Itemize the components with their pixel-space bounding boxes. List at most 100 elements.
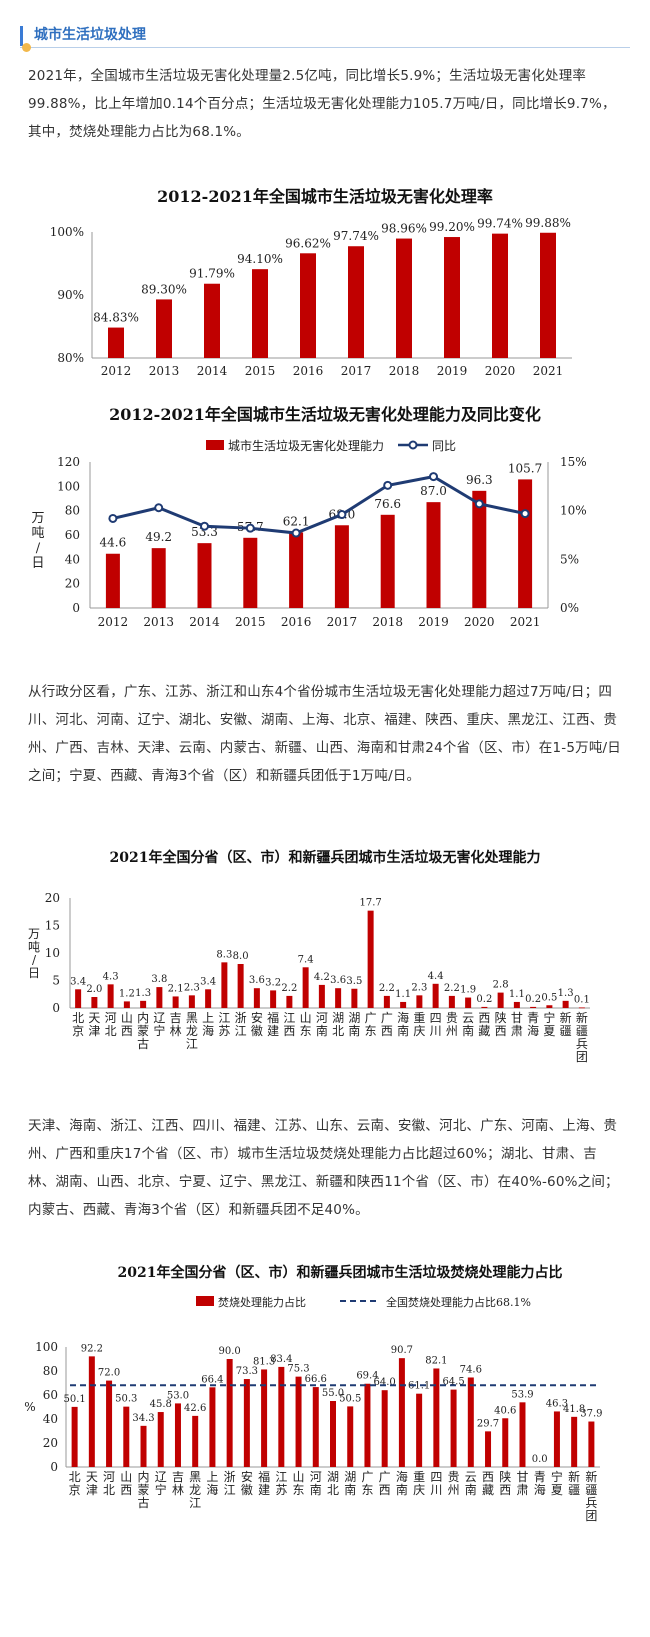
- bar: [448, 995, 455, 1008]
- y-tick-label: 40: [43, 1412, 58, 1426]
- bar: [105, 553, 120, 608]
- data-label: 53.0: [167, 1390, 189, 1401]
- chart-treatment-rate: 2012-2021年全国城市生活垃圾无害化处理率 80% 90% 100% 84.83%…: [50, 187, 572, 378]
- data-label: 99.88%: [525, 216, 571, 230]
- chart-title: 2021年全国分省（区、市）和新疆兵团城市生活垃圾无害化处理能力: [110, 849, 541, 866]
- x-tick-label: 江苏: [218, 1011, 230, 1038]
- bar: [518, 479, 533, 608]
- bar: [289, 532, 304, 608]
- data-label: 72.0: [98, 1368, 120, 1379]
- data-label: 99.20%: [429, 220, 475, 234]
- x-tick-label: 新疆兵团: [576, 1010, 588, 1064]
- x-tick-label: 福建: [267, 1010, 279, 1038]
- y-axis-label: 万吨/日: [31, 511, 44, 571]
- y-tick-label: 80%: [57, 351, 84, 365]
- x-tick-label: 陕西: [495, 1010, 507, 1038]
- y2-tick-label: 10%: [560, 504, 587, 518]
- x-tick-label: 福建: [258, 1469, 270, 1497]
- legend-bar-swatch: [196, 1296, 214, 1306]
- bar: [123, 1001, 130, 1008]
- y-tick-label: 0: [50, 1460, 58, 1474]
- data-label: 69.4: [356, 1371, 378, 1382]
- bar: [261, 1369, 268, 1467]
- data-label: 97.74%: [333, 229, 379, 243]
- data-label: 46.3: [546, 1398, 568, 1409]
- bar: [300, 253, 316, 358]
- x-tick-label: 北京: [72, 1011, 84, 1038]
- x-tick-label: 广东: [365, 1011, 377, 1038]
- line-point: [429, 472, 438, 482]
- bar: [364, 1383, 371, 1467]
- bar: [530, 1006, 537, 1008]
- data-label: 53.3: [191, 525, 218, 539]
- x-tick-label: 2014: [189, 615, 220, 629]
- data-label: 41.8: [563, 1404, 585, 1415]
- line-point: [154, 503, 164, 513]
- data-label: 64.0: [374, 1377, 396, 1388]
- x-tick-label: 山东: [293, 1470, 305, 1497]
- x-tick-label: 贵州: [446, 1011, 458, 1038]
- bar: [270, 990, 277, 1008]
- bar: [444, 237, 460, 358]
- x-tick-label: 山西: [121, 1011, 133, 1038]
- bar: [513, 1001, 520, 1008]
- bar: [380, 514, 395, 608]
- x-tick-label: 西藏: [478, 1011, 490, 1038]
- y-tick-label: 120: [57, 455, 80, 469]
- x-tick-label: 辽宁: [153, 1011, 165, 1038]
- bar: [578, 1007, 585, 1009]
- data-label: 1.1: [395, 989, 411, 1000]
- bar: [450, 1389, 457, 1467]
- x-tick-label: 重庆: [413, 1011, 425, 1038]
- x-tick-label: 广东: [361, 1470, 373, 1497]
- bar: [347, 1406, 354, 1467]
- bar: [502, 1418, 509, 1467]
- x-tick-label: 西藏: [482, 1470, 494, 1497]
- x-tick-label: 湖南: [348, 1010, 360, 1038]
- x-tick-label: 贵州: [448, 1470, 460, 1497]
- x-tick-label: 2015: [245, 364, 276, 378]
- y-tick-label: 60: [65, 528, 80, 542]
- x-tick-label: 2019: [437, 364, 468, 378]
- x-tick-label: 内蒙古: [137, 1011, 149, 1051]
- data-label: 3.6: [330, 975, 346, 986]
- y-tick-label: 80: [65, 504, 80, 518]
- x-tick-label: 2018: [389, 364, 420, 378]
- data-label: 1.3: [135, 988, 151, 999]
- bar: [396, 238, 412, 358]
- section-header: 城市生活垃圾处理: [20, 18, 630, 52]
- data-label: 40.6: [494, 1405, 516, 1416]
- bar: [140, 1425, 147, 1467]
- bar: [351, 988, 358, 1008]
- bar: [485, 1431, 492, 1467]
- bar: [123, 1406, 130, 1467]
- y-tick-label: 100: [57, 479, 80, 493]
- data-label: 89.30%: [141, 282, 187, 296]
- data-label: 2.2: [444, 983, 460, 994]
- line-point: [291, 528, 301, 538]
- series-line-yoy: [112, 475, 526, 535]
- x-tick-label: 山西: [120, 1470, 132, 1497]
- data-label: 1.2: [119, 988, 135, 999]
- line-point: [200, 521, 209, 531]
- bar: [312, 1387, 319, 1467]
- header-accent-bar: [20, 26, 23, 46]
- y-tick-label: 0: [72, 601, 80, 615]
- bar: [192, 1415, 199, 1467]
- bar: [156, 987, 163, 1008]
- x-tick-label: 湖南: [344, 1469, 356, 1497]
- bar: [156, 299, 172, 358]
- line-point: [108, 513, 118, 523]
- line-point: [337, 510, 347, 520]
- data-label: 1.1: [509, 989, 525, 1000]
- x-tick-label: 黑龙江: [189, 1470, 201, 1510]
- chart-title: 2021年全国分省（区、市）和新疆兵团城市生活垃圾焚烧处理能力占比: [118, 1264, 563, 1281]
- x-tick-label: 2013: [143, 615, 174, 629]
- paragraph-summary: 2021年，全国城市生活垃圾无害化处理量2.5亿吨，同比增长5.9%；生活垃圾无…: [28, 68, 616, 140]
- bar: [540, 232, 556, 358]
- bar: [243, 1379, 250, 1467]
- bar: [546, 1005, 553, 1008]
- x-tick-label: 新疆: [560, 1010, 572, 1038]
- bar: [140, 1000, 147, 1008]
- data-label: 50.1: [63, 1394, 85, 1405]
